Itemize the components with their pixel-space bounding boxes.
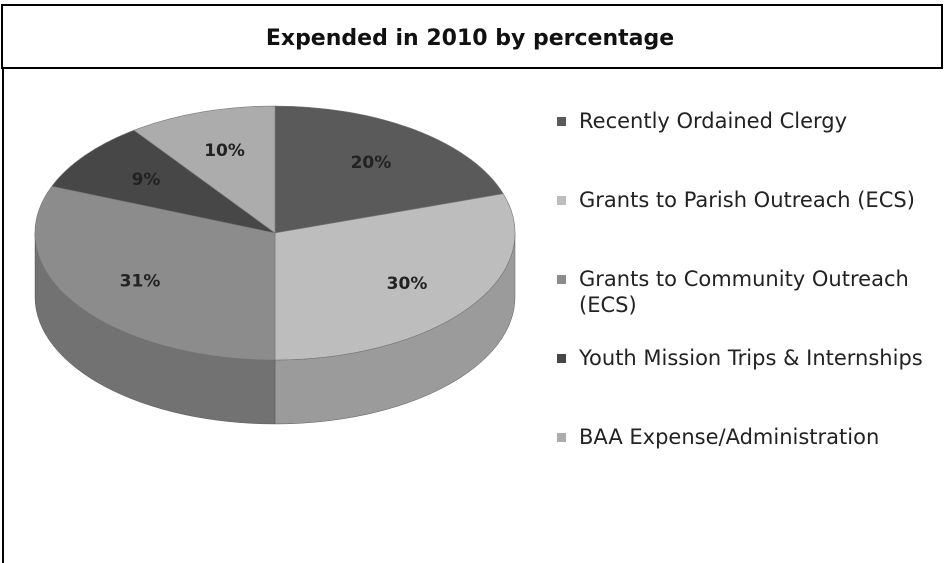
legend-swatch [557, 433, 566, 442]
legend-label: Recently Ordained Clergy [579, 109, 848, 133]
legend-item: Youth Mission Trips & Internships [555, 345, 940, 424]
legend-swatch [557, 117, 566, 126]
data-label: 9% [132, 170, 161, 190]
title-box [1, 4, 943, 69]
legend: Recently Ordained Clergy Grants to Parish… [555, 108, 940, 503]
legend-label: Youth Mission Trips & Internships [579, 346, 923, 370]
slice [274, 105, 504, 234]
legend-label: Grants to Parish Outreach (ECS) [579, 188, 915, 212]
pie: 20% 30% 31% 9% 10% [34, 105, 516, 425]
slice [133, 105, 276, 234]
legend-item: Grants to Parish Outreach (ECS) [555, 187, 940, 266]
chart-title: Expended in 2010 by percentage [266, 26, 674, 51]
data-label: 31% [120, 272, 161, 292]
legend-swatch [557, 275, 566, 284]
legend-item: Grants to Community Outreach (ECS) [555, 266, 940, 345]
data-label: 10% [204, 141, 245, 161]
slice [274, 193, 516, 361]
slice [34, 185, 276, 361]
legend-item: BAA Expense/Administration [555, 424, 940, 503]
legend-swatch [557, 354, 566, 363]
legend-label: BAA Expense/Administration [579, 425, 880, 449]
slice-side-shade [275, 233, 515, 424]
data-label: 20% [351, 153, 392, 173]
legend-item: Recently Ordained Clergy [555, 108, 940, 187]
legend-swatch [557, 196, 566, 205]
data-label: 30% [387, 274, 428, 294]
legend-label: Grants to Community Outreach (ECS) [579, 267, 909, 317]
slice-side-shade [35, 233, 275, 424]
slice [51, 129, 276, 234]
